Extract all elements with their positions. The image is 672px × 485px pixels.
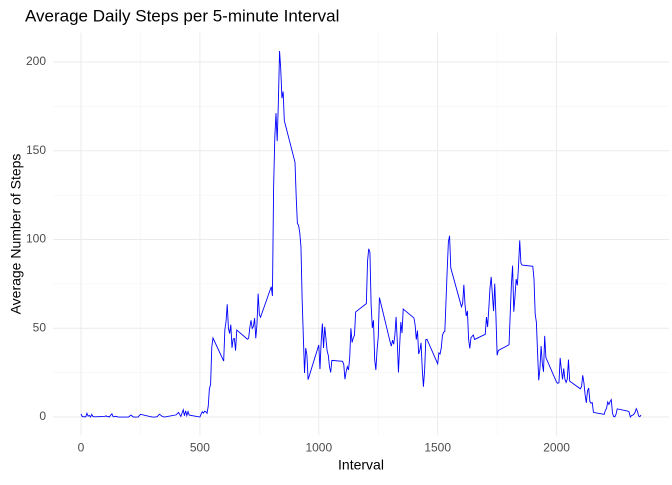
y-tick-label: 0 xyxy=(39,409,46,423)
y-tick-label: 100 xyxy=(26,232,46,246)
x-tick-label: 500 xyxy=(190,440,210,454)
grid xyxy=(53,32,669,436)
chart-title: Average Daily Steps per 5-minute Interva… xyxy=(25,6,339,25)
y-axis-title: Average Number of Steps xyxy=(8,154,24,315)
x-axis-title: Interval xyxy=(338,457,384,473)
x-tick-label: 2000 xyxy=(543,440,570,454)
x-tick-label: 0 xyxy=(78,440,85,454)
y-tick-label: 200 xyxy=(26,54,46,68)
x-tick-label: 1000 xyxy=(305,440,332,454)
y-tick-label: 150 xyxy=(26,143,46,157)
y-tick-label: 50 xyxy=(33,320,47,334)
line xyxy=(80,50,642,418)
x-tick-label: 1500 xyxy=(424,440,451,454)
